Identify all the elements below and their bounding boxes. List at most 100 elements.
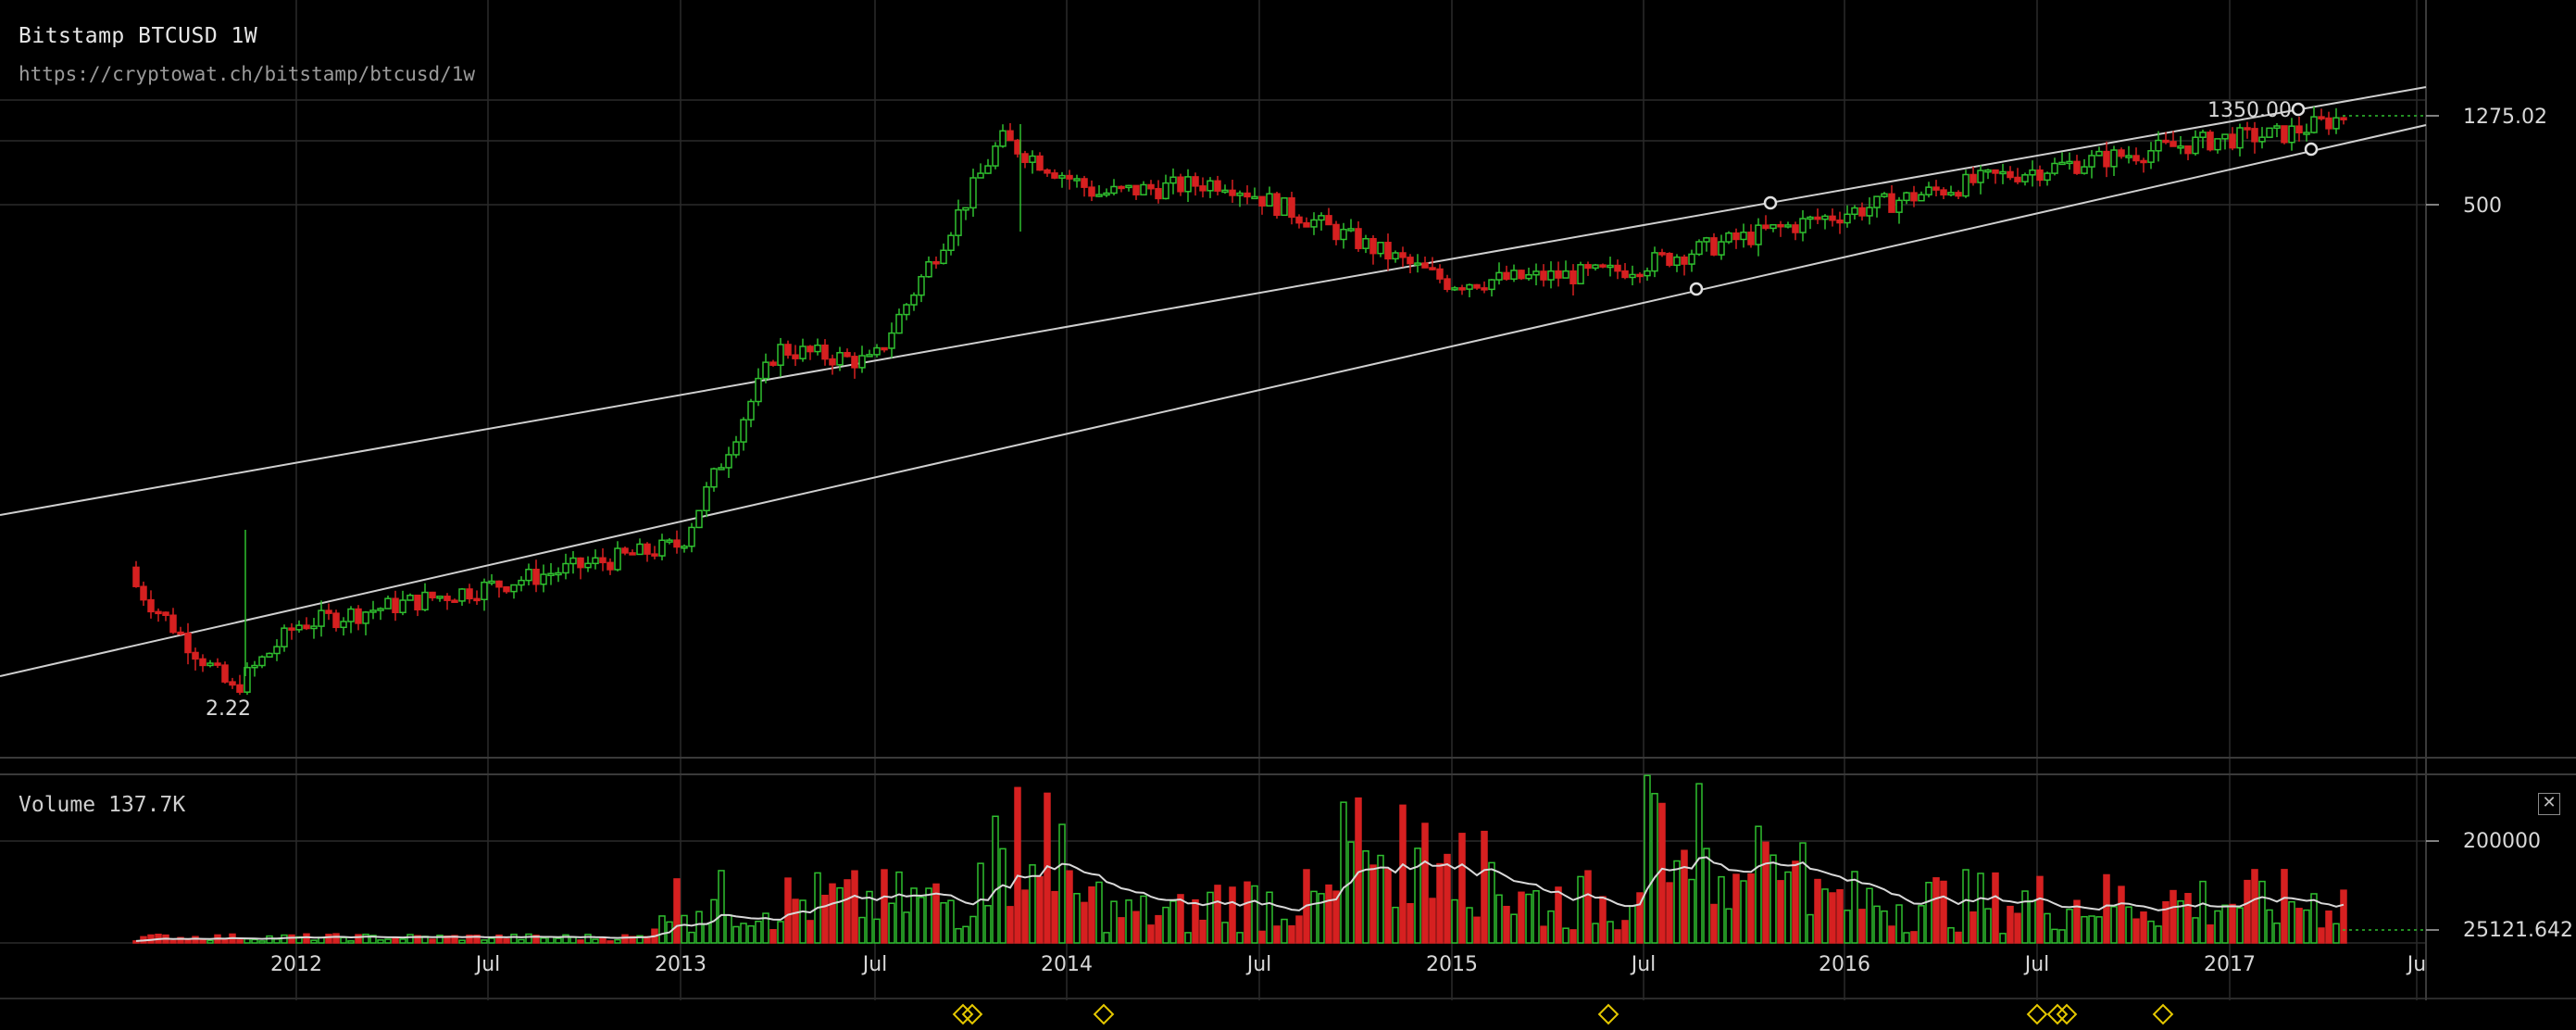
candle-down [644, 543, 651, 555]
trendline-anchor [1689, 282, 1704, 296]
candle-down [1066, 174, 1073, 180]
candle-down [2318, 116, 2325, 119]
candle-down [444, 596, 451, 601]
candle-down [355, 608, 362, 624]
volume-bar-down [1081, 901, 1088, 944]
candle-up [1525, 273, 1532, 280]
candle-down [1436, 268, 1444, 280]
candle-down [577, 557, 584, 569]
candle-down [162, 611, 169, 616]
candle-up [1510, 270, 1518, 280]
volume-bar-down [1199, 919, 1207, 944]
candle-up [1607, 264, 1614, 269]
candle-up [1377, 242, 1384, 255]
candle-up [2051, 162, 2058, 174]
candle-up [251, 664, 258, 669]
volume-bar-up [2095, 916, 2103, 944]
candle-up [2288, 125, 2295, 144]
candle-down [1021, 153, 1029, 163]
volume-bar-up [2310, 893, 2318, 944]
volume-bar-up [681, 914, 688, 944]
candle-up [962, 207, 969, 211]
volume-bar-down [1636, 892, 1644, 944]
volume-bar-up [206, 939, 214, 944]
candle-up [2095, 150, 2103, 157]
candle-up [1414, 262, 1421, 266]
volume-bar-down [1955, 931, 1962, 944]
volume-bar-up [2236, 907, 2244, 944]
volume-bar-up [977, 862, 984, 944]
candle-down [2184, 145, 2192, 155]
volume-bar-down [1747, 873, 1755, 944]
volume-bar-down [821, 894, 829, 944]
event-markers[interactable] [952, 1003, 2174, 1025]
candle-up [1895, 199, 1903, 213]
volume-bar-up [903, 911, 910, 944]
candle-down [1421, 262, 1429, 269]
volume-bar-up [969, 915, 977, 944]
candle-up [718, 467, 725, 471]
candle-down [2244, 127, 2251, 131]
candle-down [2103, 150, 2110, 168]
candle-down [621, 547, 629, 554]
volume-bar-up [888, 902, 895, 944]
volume-bar-down [1132, 911, 1140, 944]
volume-bar-down [784, 877, 792, 944]
volume-bar-down [1599, 896, 1607, 944]
volume-bar-up [1318, 893, 1325, 944]
volume-bar-down [1992, 872, 1999, 944]
axes: 2012 Jul 2013 Jul 2014 Jul 2015 Jul 2016 Jul 2017 J… [206, 99, 2573, 976]
candle-up [666, 539, 673, 543]
candle-up [925, 260, 932, 278]
x-tick-label: Jul [1630, 953, 1657, 976]
candle-down [1666, 252, 1673, 267]
candle-up [1207, 180, 1214, 192]
volume-bar-up [251, 938, 258, 944]
candle-down [1132, 184, 1140, 195]
volume-bar-up [369, 935, 377, 944]
x-tick-label: Jul [474, 953, 501, 976]
candle-down [1384, 242, 1392, 260]
candle-up [525, 569, 532, 582]
candle-down [1814, 216, 1821, 220]
candle-up [1184, 176, 1192, 193]
volume-bar-up [1629, 905, 1636, 944]
candle-down [303, 624, 310, 630]
volume-bar-up [1451, 898, 1458, 944]
candle-down [1888, 193, 1895, 213]
candle-down [2170, 141, 2177, 147]
chart-url[interactable]: https://cryptowat.ch/bitstamp/btcusd/1w [19, 63, 476, 85]
candle-up [1058, 174, 1066, 179]
volume-bar-down [466, 935, 473, 944]
volume-bar-up [1799, 842, 1807, 944]
candle-down [1992, 169, 1999, 174]
volume-bar-up [1103, 932, 1110, 944]
volume-bar-up [1510, 913, 1518, 944]
volume-bar-up [1207, 891, 1214, 944]
candle-down [2295, 125, 2303, 133]
volume-bar-down [1007, 906, 1014, 944]
volume-bar-up [747, 924, 755, 944]
candle-down [1555, 270, 1562, 279]
candle-up [836, 352, 844, 366]
candle-down [932, 260, 940, 265]
candle-down [503, 585, 510, 593]
candle-down [1177, 176, 1184, 193]
volume-bar-down [303, 933, 310, 944]
x-tick-label: Jul [2023, 953, 2050, 976]
volume-bar-up [1925, 882, 1932, 944]
volume-bar-down [1569, 929, 1577, 944]
volume-bar-down [769, 929, 777, 944]
volume-bar-down [2132, 918, 2140, 944]
lower-trendline [0, 124, 2427, 677]
candle-up [2192, 136, 2199, 155]
volume-close-icon[interactable]: ✕ [2538, 793, 2560, 815]
volume-bar-down [332, 933, 340, 944]
candle-up [858, 355, 866, 369]
candle-up [1962, 173, 1970, 197]
candle-up [481, 581, 488, 601]
candle-down [844, 352, 851, 358]
candle-up [1110, 185, 1118, 195]
x-tick-label: 2016 [1819, 953, 1870, 976]
